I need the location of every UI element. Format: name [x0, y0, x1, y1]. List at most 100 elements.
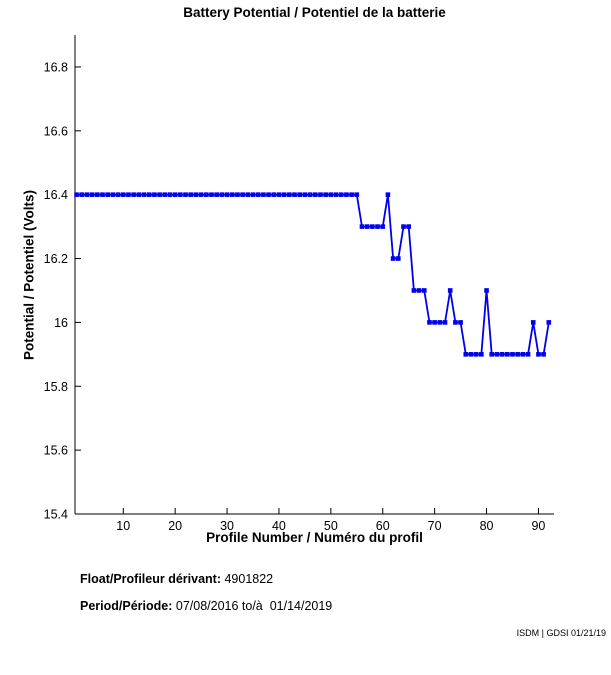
data-marker	[157, 192, 162, 197]
data-marker	[214, 192, 219, 197]
y-axis-label: Potential / Potentiel (Volts)	[21, 189, 37, 361]
data-marker	[126, 192, 131, 197]
data-marker	[297, 192, 303, 197]
data-marker	[546, 320, 552, 325]
data-marker	[131, 192, 136, 197]
data-marker	[447, 288, 453, 293]
x-tick-label: 70	[428, 519, 442, 533]
data-marker	[401, 224, 406, 229]
data-marker	[370, 224, 375, 229]
data-marker	[541, 352, 546, 357]
data-marker	[281, 192, 287, 197]
period-value: 07/08/2016 to/à 01/14/2019	[172, 599, 333, 613]
data-marker	[167, 192, 173, 197]
data-marker	[536, 352, 541, 357]
x-tick-label: 10	[116, 519, 130, 533]
data-marker	[349, 192, 354, 197]
data-marker	[100, 192, 105, 197]
data-marker	[463, 352, 469, 357]
data-marker	[530, 320, 536, 325]
data-marker	[188, 192, 194, 197]
data-marker	[510, 352, 515, 357]
data-marker	[328, 192, 334, 197]
data-marker	[261, 192, 266, 197]
data-marker	[89, 192, 95, 197]
y-tick-label: 15.8	[44, 380, 68, 394]
data-marker	[390, 256, 396, 261]
data-marker	[302, 192, 308, 197]
data-marker	[499, 352, 505, 357]
data-marker	[307, 192, 313, 197]
data-marker	[364, 224, 370, 229]
data-marker	[333, 192, 339, 197]
data-marker	[421, 288, 427, 293]
x-tick-label: 40	[272, 519, 286, 533]
data-marker	[276, 192, 282, 197]
data-marker	[354, 192, 360, 197]
y-tick-label: 16.6	[44, 124, 68, 138]
isdm-watermark: ISDM | GDSI 01/21/19	[516, 628, 606, 638]
data-marker	[453, 320, 458, 325]
data-marker	[406, 224, 411, 229]
data-marker	[416, 288, 422, 293]
data-marker	[375, 224, 380, 229]
data-marker	[385, 192, 391, 197]
x-tick-label: 50	[324, 519, 338, 533]
data-marker	[250, 192, 256, 197]
x-tick-label: 20	[168, 519, 182, 533]
data-marker	[229, 192, 235, 197]
y-tick-label: 16.2	[44, 252, 68, 266]
y-tick-label: 16.4	[44, 188, 68, 202]
data-marker	[74, 192, 79, 197]
data-marker	[338, 192, 344, 197]
data-marker	[84, 192, 90, 197]
data-marker	[312, 192, 318, 197]
data-marker	[442, 320, 448, 325]
data-marker	[344, 192, 349, 197]
period-line: Period/Période: 07/08/2016 to/à 01/14/20…	[80, 599, 332, 613]
data-marker	[198, 192, 204, 197]
data-marker	[494, 352, 500, 357]
data-marker	[468, 352, 474, 357]
data-marker	[411, 288, 417, 293]
data-marker	[380, 224, 386, 229]
data-marker	[115, 192, 121, 197]
data-marker	[266, 192, 271, 197]
data-marker	[484, 288, 489, 293]
data-marker	[396, 256, 401, 261]
data-marker	[437, 320, 443, 325]
data-marker	[136, 192, 142, 197]
data-marker	[287, 192, 292, 197]
data-marker	[427, 320, 432, 325]
data-marker	[209, 192, 214, 197]
data-marker	[318, 192, 323, 197]
data-marker	[520, 352, 526, 357]
data-marker	[359, 224, 365, 229]
x-tick-label: 30	[220, 519, 234, 533]
chart-title: Battery Potential / Potentiel de la batt…	[183, 5, 446, 20]
data-marker	[105, 192, 110, 197]
data-marker	[473, 352, 479, 357]
data-marker	[432, 320, 437, 325]
x-axis-label: Profile Number / Numéro du profil	[206, 530, 423, 545]
y-tick-label: 15.6	[44, 444, 68, 458]
y-tick-label: 16	[54, 316, 68, 330]
data-marker	[219, 192, 225, 197]
data-marker	[271, 192, 277, 197]
data-marker	[458, 320, 463, 325]
x-tick-label: 90	[531, 519, 545, 533]
data-marker	[193, 192, 199, 197]
data-marker	[178, 192, 183, 197]
data-marker	[204, 192, 209, 197]
data-line	[76, 193, 550, 356]
data-marker	[152, 192, 157, 197]
data-marker	[504, 352, 510, 357]
data-marker	[323, 192, 328, 197]
data-marker	[110, 192, 116, 197]
y-tick-label: 16.8	[44, 60, 68, 74]
float-id-value: 4901822	[221, 572, 274, 586]
data-marker	[292, 192, 297, 197]
float-id-label: Float/Profileur dérivant:	[80, 572, 221, 586]
